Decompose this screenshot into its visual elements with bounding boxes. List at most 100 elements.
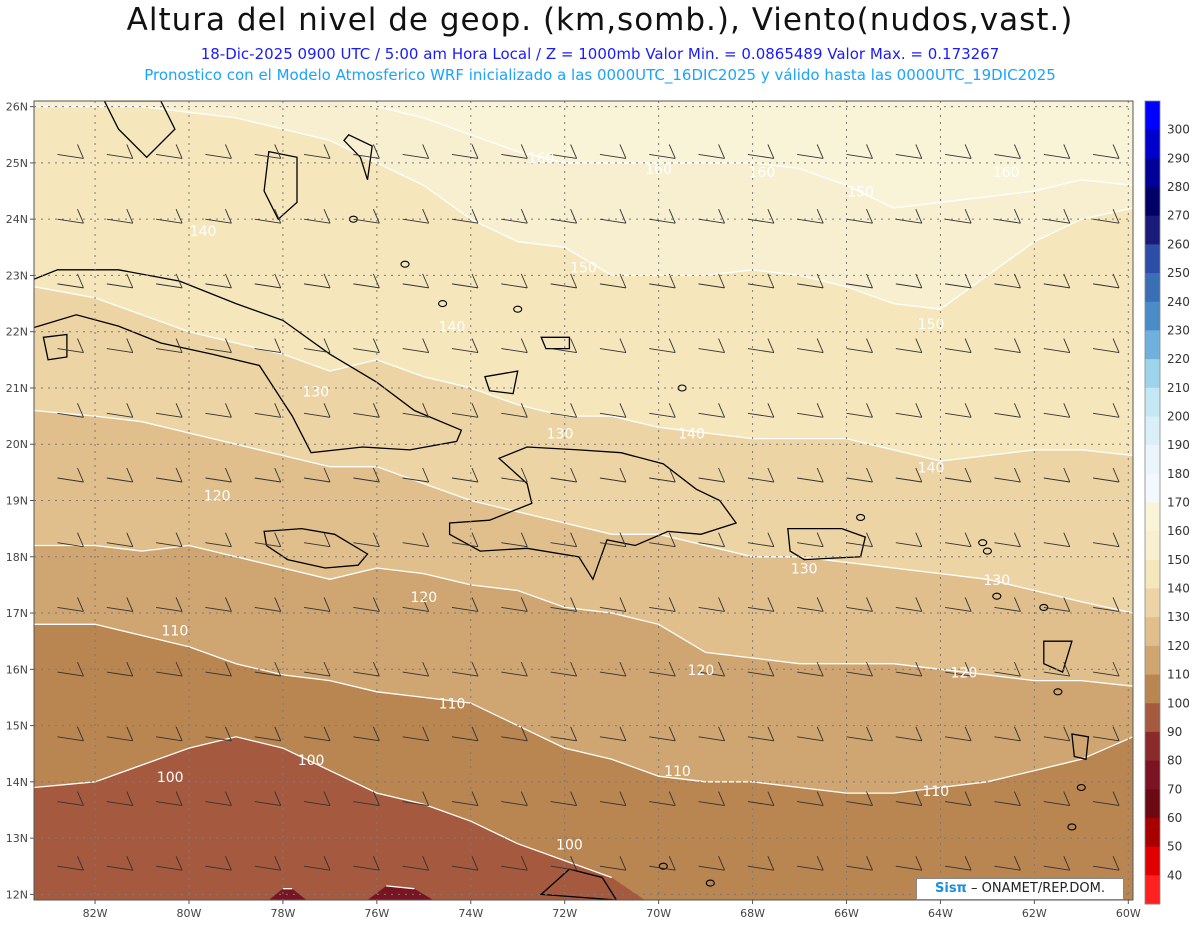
wind-barb-flag (1014, 532, 1021, 547)
wind-barb-shaft (353, 801, 380, 806)
lon-tick-label: 80W (177, 907, 202, 920)
wind-barb-shaft (747, 865, 774, 871)
wind-barb (994, 532, 1021, 548)
wind-barb-shaft (205, 283, 232, 289)
wind-barb-shaft (747, 348, 774, 354)
wind-barb (797, 208, 824, 224)
wind-barb-flag (175, 403, 183, 418)
legend-swatch (1145, 531, 1160, 561)
wind-barb-flag (619, 208, 627, 224)
wind-barb (254, 144, 282, 159)
wind-barb (501, 791, 528, 806)
wind-barb (649, 273, 676, 289)
legend-label: 220 (1167, 352, 1190, 366)
wind-barb (451, 403, 479, 418)
coast-islet-8 (1053, 688, 1063, 696)
wind-barb (106, 403, 134, 418)
wind-barb-flag (767, 467, 775, 483)
legend-swatch (1145, 559, 1160, 590)
wind-barb-flag (1063, 144, 1071, 159)
wind-barb-shaft (846, 671, 873, 677)
wind-barb-shaft (698, 477, 725, 483)
legend-swatch (1145, 789, 1160, 819)
wind-barb (747, 273, 775, 289)
wind-barb (57, 532, 84, 548)
wind-barb-flag (372, 791, 380, 806)
wind-barb (353, 338, 380, 354)
wind-barb-shaft (402, 412, 429, 418)
wind-barb (994, 403, 1021, 418)
wind-barb-flag (816, 338, 824, 353)
wind-barb (846, 532, 873, 548)
wind-barb (353, 661, 380, 677)
wind-barb-shaft (698, 736, 725, 742)
wind-barb-shaft (846, 283, 873, 289)
wind-barb (747, 597, 775, 612)
wind-barb-flag (915, 532, 923, 547)
wind-barb-shaft (698, 412, 725, 418)
wind-barb (106, 726, 134, 742)
wind-barb (747, 791, 775, 806)
wind-barb-shaft (303, 283, 331, 289)
wind-barb-shaft (106, 671, 133, 677)
wind-barb (402, 273, 430, 289)
wind-barb-shaft (57, 736, 84, 742)
wind-barb-flag (471, 208, 479, 224)
wind-barb-flag (471, 597, 479, 612)
legend-label: 190 (1167, 438, 1190, 452)
legend-swatch (1145, 760, 1160, 790)
wind-barb-shaft (649, 154, 676, 159)
wind-barb-flag (274, 467, 282, 483)
wind-barb (599, 467, 627, 483)
wind-barb-shaft (698, 671, 725, 677)
wind-barb-flag (1014, 403, 1021, 418)
wind-barb (451, 597, 479, 612)
wind-barb-shaft (156, 606, 183, 612)
wind-barb-shaft (797, 348, 824, 354)
wind-barb-shaft (205, 542, 232, 548)
wind-barb (649, 338, 676, 354)
contour-label: 130 (302, 384, 329, 400)
wind-barb-flag (323, 467, 331, 483)
wind-barb-flag (619, 144, 627, 159)
wind-barb (846, 661, 873, 677)
wind-barb-shaft (895, 154, 922, 159)
coast-islet-12 (705, 879, 715, 887)
contour-label: 140 (190, 224, 217, 240)
wind-barb (994, 856, 1021, 871)
wind-barb-flag (619, 791, 627, 806)
lon-tick-label: 78W (270, 907, 295, 920)
wind-barb (550, 273, 578, 289)
wind-barb-shaft (451, 477, 479, 483)
legend-swatch (1145, 387, 1160, 417)
lon-tick-label: 68W (740, 907, 765, 920)
wind-barb-flag (718, 467, 725, 483)
legend-swatch (1145, 645, 1160, 676)
legend-label: 70 (1167, 782, 1182, 796)
wind-barb (501, 856, 528, 871)
wind-barb-flag (866, 338, 873, 353)
wind-barb-shaft (698, 801, 725, 806)
wind-barb-flag (520, 661, 528, 677)
wind-barb-shaft (57, 154, 84, 159)
contour-label: 140 (439, 320, 466, 336)
wind-barbs (57, 144, 1120, 871)
wind-barb-flag (274, 661, 282, 677)
wind-barb-flag (570, 661, 578, 677)
lat-tick-label: 15N (6, 720, 28, 733)
wind-barb (649, 661, 676, 677)
wind-barb-shaft (1093, 283, 1120, 289)
wind-barb (895, 208, 923, 224)
wind-barb (994, 597, 1021, 612)
wind-barb (402, 661, 430, 677)
wind-barb-shaft (895, 542, 922, 548)
wind-barb-shaft (451, 606, 479, 612)
wind-barb (254, 208, 282, 224)
lon-tick-label: 64W (928, 907, 953, 920)
coast-islet-14 (856, 513, 866, 521)
wind-barb-shaft (895, 477, 922, 483)
contour-label: 140 (918, 460, 945, 476)
wind-barb (501, 467, 528, 483)
wind-barb-flag (718, 338, 725, 353)
wind-barb-shaft (945, 218, 972, 224)
